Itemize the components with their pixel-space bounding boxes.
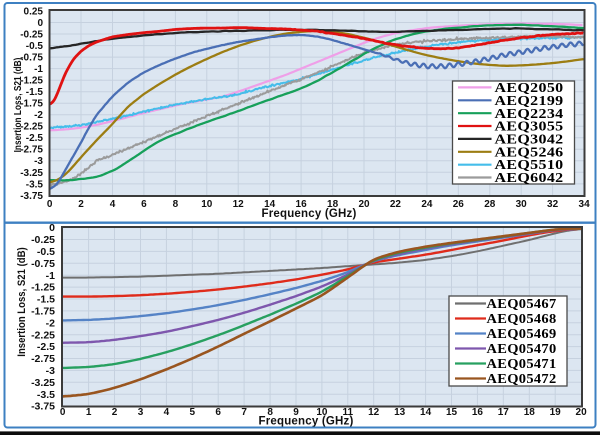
svg-text:AEQ6042: AEQ6042 (495, 171, 564, 186)
svg-text:32: 32 (547, 199, 559, 210)
svg-text:28: 28 (484, 199, 496, 210)
svg-text:AEQ05468: AEQ05468 (487, 312, 557, 327)
svg-text:24: 24 (421, 199, 433, 210)
svg-text:-3.75: -3.75 (31, 401, 55, 413)
svg-text:0: 0 (37, 18, 43, 29)
svg-text:0: 0 (49, 222, 55, 234)
svg-text:AEQ05472: AEQ05472 (487, 372, 557, 387)
svg-text:AEQ2050: AEQ2050 (495, 81, 564, 96)
svg-text:15: 15 (446, 407, 458, 418)
svg-text:-1.5: -1.5 (37, 294, 55, 306)
svg-text:AEQ3042: AEQ3042 (495, 133, 564, 148)
svg-text:-1.75: -1.75 (20, 99, 43, 110)
svg-text:Frequency (GHz): Frequency (GHz) (258, 415, 353, 427)
svg-text:14: 14 (420, 407, 432, 418)
svg-text:12: 12 (233, 199, 245, 210)
svg-text:-3.5: -3.5 (26, 179, 44, 190)
svg-text:Insertion Loss, S21 (dB): Insertion Loss, S21 (dB) (16, 247, 28, 356)
svg-text:-1.75: -1.75 (31, 306, 55, 318)
svg-text:26: 26 (453, 199, 465, 210)
svg-text:-0.75: -0.75 (31, 258, 55, 270)
svg-text:-1.5: -1.5 (26, 87, 44, 98)
svg-text:AEQ5246: AEQ5246 (495, 145, 564, 160)
svg-text:AEQ05470: AEQ05470 (487, 342, 557, 357)
svg-text:17: 17 (498, 407, 510, 418)
svg-text:12: 12 (368, 407, 380, 418)
svg-text:-2.25: -2.25 (31, 329, 55, 341)
svg-text:AEQ05471: AEQ05471 (487, 357, 557, 372)
svg-text:-2.75: -2.75 (20, 145, 43, 156)
svg-text:3: 3 (138, 407, 144, 418)
svg-text:-2.75: -2.75 (31, 353, 55, 365)
svg-text:-0.5: -0.5 (26, 41, 44, 52)
svg-text:AEQ2199: AEQ2199 (495, 94, 564, 109)
svg-text:13: 13 (394, 407, 406, 418)
svg-text:7: 7 (241, 407, 247, 418)
svg-text:22: 22 (390, 199, 402, 210)
svg-text:-3.25: -3.25 (20, 168, 43, 179)
svg-text:-1: -1 (46, 270, 55, 282)
svg-text:16: 16 (472, 407, 484, 418)
svg-text:0: 0 (60, 407, 66, 418)
svg-text:4: 4 (164, 407, 170, 418)
svg-text:8: 8 (267, 407, 273, 418)
svg-text:-2.5: -2.5 (26, 133, 44, 144)
svg-text:-1.25: -1.25 (31, 282, 55, 294)
svg-text:0.25: 0.25 (24, 6, 44, 17)
svg-text:AEQ2234: AEQ2234 (495, 107, 564, 122)
svg-text:10: 10 (316, 407, 328, 418)
svg-text:34: 34 (579, 199, 591, 210)
svg-text:11: 11 (343, 407, 354, 418)
svg-text:AEQ3055: AEQ3055 (495, 120, 564, 135)
svg-text:Frequency (GHz): Frequency (GHz) (261, 208, 356, 220)
svg-text:0: 0 (47, 199, 53, 210)
svg-text:14: 14 (264, 199, 276, 210)
svg-text:19: 19 (550, 407, 562, 418)
svg-text:4: 4 (110, 199, 116, 210)
svg-text:-3.5: -3.5 (37, 389, 55, 401)
svg-text:-2.5: -2.5 (37, 341, 55, 353)
svg-text:-1: -1 (34, 64, 43, 75)
svg-text:-2: -2 (46, 317, 55, 329)
svg-text:2: 2 (78, 199, 84, 210)
svg-text:18: 18 (327, 199, 339, 210)
svg-text:-3: -3 (46, 365, 55, 377)
svg-text:AEQ05467: AEQ05467 (487, 297, 557, 312)
svg-text:-3.25: -3.25 (31, 377, 55, 389)
svg-text:9: 9 (293, 407, 299, 418)
svg-text:10: 10 (201, 199, 213, 210)
svg-text:AEQ05469: AEQ05469 (487, 327, 557, 342)
svg-text:6: 6 (141, 199, 147, 210)
svg-text:AEQ5510: AEQ5510 (495, 158, 564, 173)
svg-text:8: 8 (173, 199, 179, 210)
svg-text:5: 5 (190, 407, 196, 418)
svg-text:-0.5: -0.5 (37, 246, 55, 258)
svg-text:2: 2 (112, 407, 118, 418)
svg-text:-0.25: -0.25 (20, 29, 43, 40)
svg-text:20: 20 (576, 407, 588, 418)
svg-text:-1.25: -1.25 (20, 76, 43, 87)
svg-text:-2: -2 (34, 110, 43, 121)
svg-text:-0.25: -0.25 (31, 234, 55, 246)
svg-text:16: 16 (296, 199, 308, 210)
svg-text:30: 30 (516, 199, 528, 210)
svg-text:Insertion Loss, S21 (dB): Insertion Loss, S21 (dB) (12, 58, 23, 153)
svg-text:1: 1 (86, 407, 92, 418)
svg-text:-3.75: -3.75 (20, 191, 43, 202)
svg-text:-2.25: -2.25 (20, 122, 43, 133)
svg-text:18: 18 (524, 407, 536, 418)
svg-text:20: 20 (358, 199, 370, 210)
svg-text:-3: -3 (34, 156, 43, 167)
svg-text:6: 6 (215, 407, 221, 418)
svg-text:-0.75: -0.75 (20, 53, 43, 64)
